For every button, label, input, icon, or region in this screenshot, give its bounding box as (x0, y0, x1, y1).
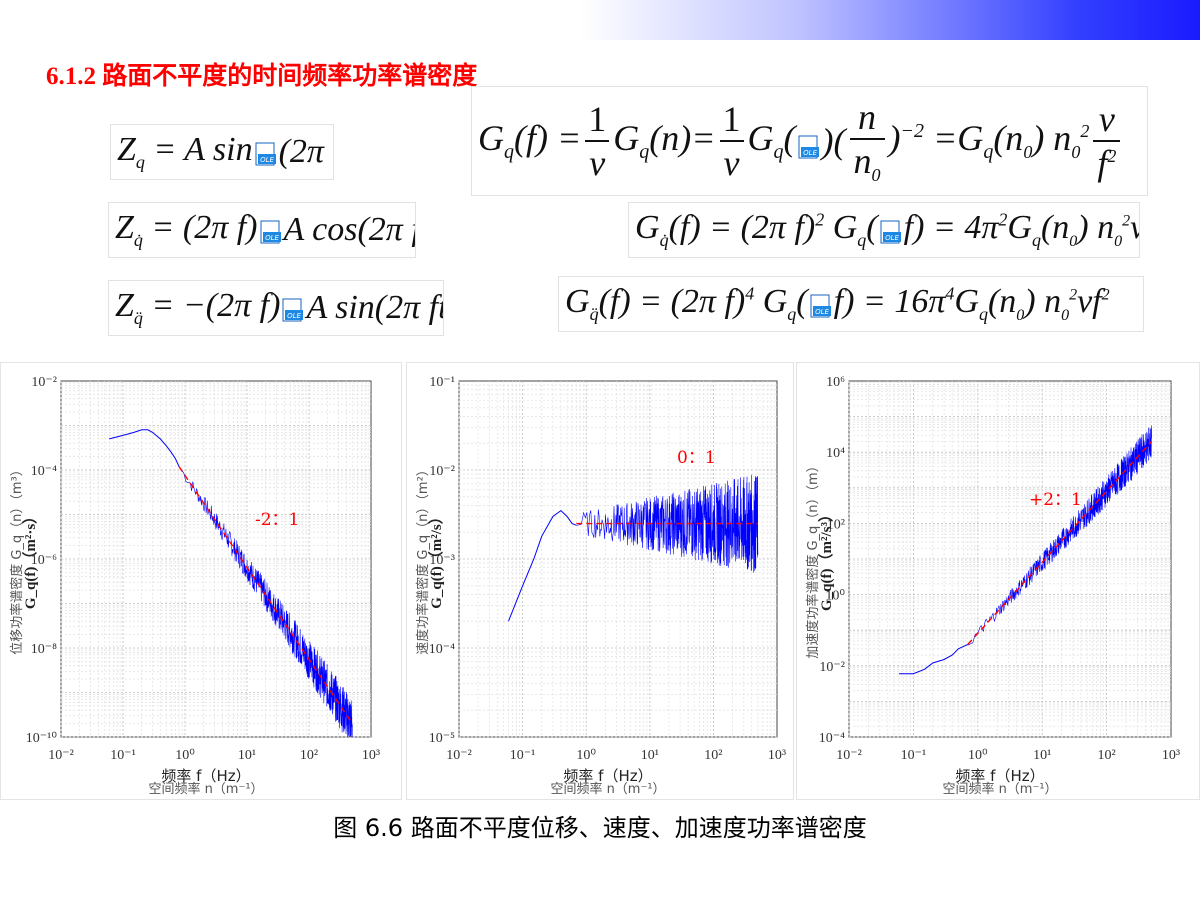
x-tick-label: 10⁰ (175, 748, 195, 763)
x-tick-label: 10¹ (1033, 748, 1051, 763)
y-tick-label: 10⁻² (819, 660, 845, 675)
x-axis-label: 频率 f（Hz） (161, 767, 250, 785)
ole-object-icon: OLE (810, 291, 832, 318)
svg-text:OLE: OLE (803, 149, 817, 157)
series-line-measured (576, 474, 759, 573)
y-tick-label: 10⁻² (31, 375, 57, 390)
y-tick-label: 10⁻² (429, 464, 455, 479)
x-tick-label: 10³ (362, 748, 380, 763)
series-line-lowfreq (109, 429, 180, 467)
svg-text:OLE: OLE (260, 156, 274, 164)
x-tick-label: 10³ (1162, 748, 1180, 763)
x-axis-label-spatial: 空间频率 n（m⁻¹） (550, 781, 665, 797)
y-tick-label: 10⁻¹⁰ (26, 731, 58, 746)
x-axis-label-spatial: 空间频率 n（m⁻¹） (148, 781, 263, 797)
y-tick-label: 10⁻⁴ (31, 464, 57, 479)
y-axis-label: G_q(f)（m²/s） (427, 509, 445, 609)
ole-object-icon: OLE (260, 217, 282, 244)
x-tick-label: 10⁻² (48, 748, 74, 763)
y-tick-label: 10⁻³ (429, 553, 455, 568)
slope-annotation: +2：1 (1029, 490, 1082, 510)
x-tick-label: 10¹ (641, 748, 659, 763)
x-tick-label: 10⁰ (576, 748, 596, 763)
equation-acceleration: Zq̈ = −(2π f) OLE A sin(2π ft) (108, 280, 444, 336)
header-gradient-band (580, 0, 1200, 40)
series-line-lowfreq (899, 643, 969, 675)
ole-object-icon: OLE (798, 128, 820, 159)
y-axis-label: G_q(f)（m²·s） (21, 509, 39, 609)
velocity-psd-chart: 10⁻² 10⁻¹ 10⁰ 10¹ 10² 10³ 10⁻⁵ 10⁻⁴ 10⁻³ 10⁻² 10⁻¹… (415, 375, 786, 797)
y-axis-label-spatial: 位移功率谱密度 G_q（n）（m³） (9, 463, 25, 655)
x-axis-label: 频率 f（Hz） (563, 767, 652, 785)
y-tick-label: 10⁻⁶ (31, 553, 57, 568)
section-title: 6.1.2 路面不平度的时间频率功率谱密度 (46, 63, 478, 90)
series-line-lowfreq (508, 509, 577, 622)
x-tick-label: 10² (300, 748, 318, 763)
x-tick-label: 10¹ (238, 748, 256, 763)
y-tick-label: 10⁻⁴ (429, 642, 455, 657)
svg-text:OLE: OLE (288, 312, 302, 320)
series-line-measured (178, 466, 353, 738)
chart-panel-acceleration: 10⁻² 10⁻¹ 10⁰ 10¹ 10² 10³ 10⁻⁴ 10⁻² 10⁰ 10² 10⁴ 10⁶… (796, 362, 1200, 800)
x-tick-label: 10⁻¹ (110, 748, 136, 763)
y-tick-label: 10⁴ (826, 446, 845, 461)
y-tick-label: 10⁻⁵ (429, 731, 455, 746)
y-tick-label: 10⁰ (825, 589, 845, 604)
y-tick-label: 10⁻⁸ (31, 642, 57, 657)
y-tick-label: 10² (827, 517, 845, 532)
figure-caption: 图 6.6 路面不平度位移、速度、加速度功率谱密度 (333, 814, 867, 842)
equation-displacement: Zq = A sin OLE (2π ft) (110, 124, 334, 180)
x-tick-label: 10⁻¹ (510, 748, 536, 763)
chart-panel-displacement: 10⁻² 10⁻¹ 10⁰ 10¹ 10² 10³ 10⁻¹⁰ 10⁻⁸ 10⁻⁶ 10⁻⁴ 10⁻… (0, 362, 402, 800)
y-tick-label: 10⁶ (826, 375, 845, 390)
x-tick-label: 10⁻² (446, 748, 472, 763)
y-axis-label-spatial: 加速度功率谱密度 G_q（n）（m） (805, 459, 821, 658)
svg-text:OLE: OLE (815, 308, 829, 316)
y-axis-label: G_q(f)（m²/s³） (817, 507, 835, 611)
x-tick-label: 10⁻¹ (901, 748, 927, 763)
acceleration-psd-chart: 10⁻² 10⁻¹ 10⁰ 10¹ 10² 10³ 10⁻⁴ 10⁻² 10⁰ 10² 10⁴ 10⁶… (805, 375, 1180, 797)
trend-line (178, 466, 353, 724)
x-tick-label: 10³ (768, 748, 786, 763)
trend-line (967, 441, 1153, 645)
ole-object-icon: OLE (255, 139, 277, 166)
y-tick-label: 10⁻¹ (429, 375, 455, 390)
x-tick-label: 10² (704, 748, 722, 763)
slope-annotation: -2：1 (255, 510, 299, 530)
x-tick-label: 10² (1097, 748, 1115, 763)
displacement-psd-chart: 10⁻² 10⁻¹ 10⁰ 10¹ 10² 10³ 10⁻¹⁰ 10⁻⁸ 10⁻⁶ 10⁻⁴ 10⁻… (9, 375, 380, 797)
ole-object-icon: OLE (880, 217, 902, 244)
x-tick-label: 10⁰ (968, 748, 988, 763)
plot-area (458, 380, 778, 738)
chart-panel-velocity: 10⁻² 10⁻¹ 10⁰ 10¹ 10² 10³ 10⁻⁵ 10⁻⁴ 10⁻³ 10⁻² 10⁻¹… (406, 362, 794, 800)
equation-gq-velocity: Gq̇(f) = (2π f)2 Gq( OLE f) = 4π2Gq(n0) … (628, 202, 1140, 258)
svg-text:OLE: OLE (885, 234, 899, 242)
slope-annotation: 0：1 (677, 448, 716, 468)
series-line-measured (967, 425, 1152, 646)
equation-velocity: Zq̇ = (2π f) OLE A cos(2π ft) (108, 202, 416, 258)
y-tick-label: 10⁻⁴ (819, 731, 845, 746)
ole-object-icon: OLE (282, 295, 304, 322)
x-axis-label: 频率 f（Hz） (955, 767, 1044, 785)
equation-gq-acceleration: Gq̈(f) = (2π f)4 Gq( OLE f) = 16π4Gq(n0)… (558, 276, 1144, 332)
y-axis-label-spatial: 速度功率谱密度 G_q（n）（m²） (415, 463, 431, 655)
x-tick-label: 10⁻² (836, 748, 862, 763)
x-axis-label-spatial: 空间频率 n（m⁻¹） (942, 781, 1057, 797)
svg-text:OLE: OLE (265, 234, 279, 242)
